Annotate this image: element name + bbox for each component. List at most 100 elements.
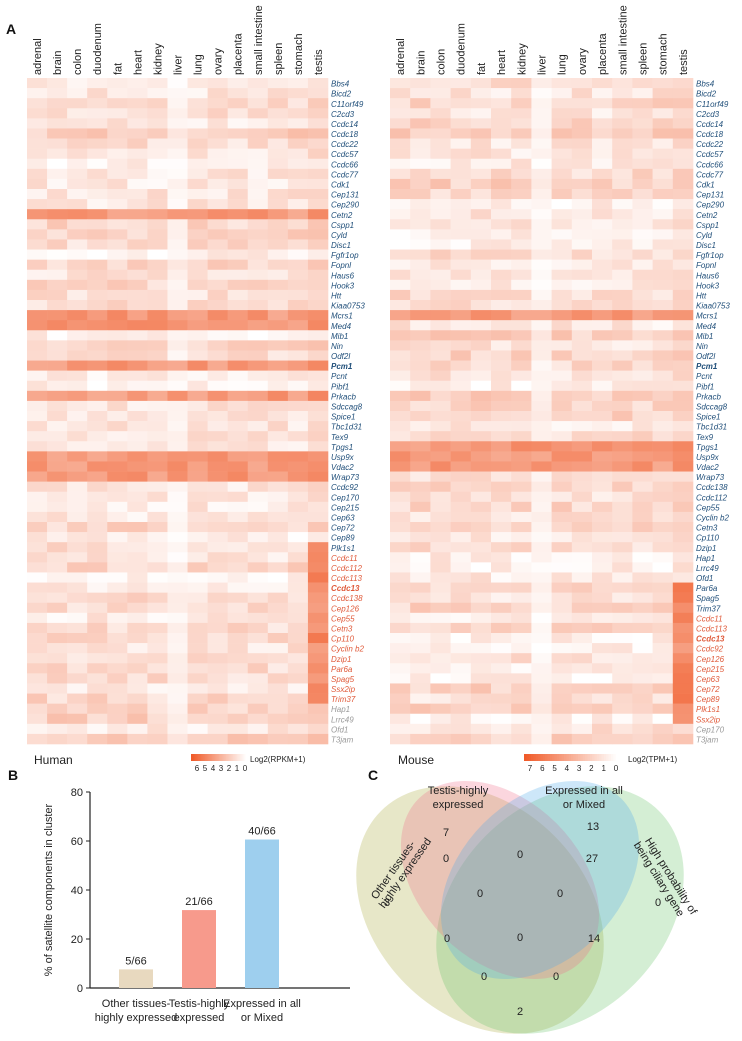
- human-heatmap-cell: [127, 633, 148, 644]
- mouse-heatmap-cell: [592, 138, 613, 149]
- mouse-heatmap-cell: [632, 88, 653, 99]
- mouse-heatmap-cell: [571, 320, 593, 331]
- mouse-heatmap-cell: [551, 370, 573, 382]
- human-heatmap-cell: [267, 199, 289, 210]
- mouse-heatmap-cell: [430, 229, 451, 240]
- mouse-heatmap-cell: [571, 653, 593, 664]
- human-heatmap-cell: [27, 421, 48, 432]
- human-heatmap-cell: [267, 320, 289, 331]
- human-heatmap-cell: [107, 633, 128, 644]
- human-heatmap-cell: [307, 663, 329, 674]
- mouse-heatmap-cell: [672, 511, 694, 523]
- human-legend-swatch: [238, 754, 241, 761]
- human-heatmap-cell: [187, 622, 208, 634]
- human-heatmap-cell: [207, 693, 228, 704]
- human-heatmap-cell: [247, 663, 269, 674]
- human-heatmap-cell: [47, 562, 68, 573]
- human-heatmap-cell: [27, 118, 48, 129]
- human-heatmap-cell: [47, 572, 68, 583]
- mouse-heatmap-cell: [430, 653, 451, 664]
- mouse-heatmap-cell: [612, 461, 633, 472]
- human-gene-label: Hap1: [331, 705, 350, 714]
- mouse-heatmap-cell: [450, 138, 472, 149]
- mouse-heatmap-cell: [592, 219, 613, 230]
- human-legend-swatch: [210, 754, 213, 761]
- human-heatmap-cell: [207, 431, 228, 442]
- mouse-gene-label: Tbc1d31: [696, 423, 727, 432]
- mouse-heatmap-cell: [410, 239, 431, 250]
- human-heatmap-cell: [287, 421, 309, 432]
- venn-count-all_four: 0: [517, 932, 523, 944]
- human-heatmap-cell: [107, 320, 128, 331]
- human-gene-label: Plk1s1: [331, 544, 355, 553]
- human-heatmap-cell: [227, 310, 249, 321]
- human-heatmap-cell: [267, 289, 289, 301]
- human-legend-swatch: [244, 754, 246, 761]
- mouse-heatmap-cell: [390, 683, 411, 694]
- human-heatmap-cell: [47, 370, 68, 382]
- mouse-heatmap-cell: [531, 421, 552, 432]
- human-heatmap-cell: [287, 269, 309, 281]
- human-heatmap-cell: [107, 209, 128, 220]
- mouse-heatmap-cell: [390, 310, 411, 321]
- mouse-heatmap-cell: [551, 592, 573, 604]
- human-legend-tick: 5: [203, 764, 208, 773]
- human-heatmap-cell: [187, 481, 208, 493]
- mouse-heatmap-cell: [652, 633, 674, 644]
- mouse-heatmap-cell: [430, 370, 451, 382]
- mouse-heatmap-cell: [430, 633, 451, 644]
- mouse-heatmap-cell: [672, 471, 694, 482]
- mouse-heatmap-cell: [551, 350, 573, 361]
- human-heatmap-cell: [107, 279, 128, 291]
- human-heatmap-cell: [47, 199, 68, 210]
- mouse-heatmap-cell: [551, 108, 573, 119]
- mouse-gene-label: Ccdc11: [696, 614, 723, 623]
- human-heatmap-cell: [247, 683, 269, 694]
- mouse-heatmap-cell: [450, 108, 472, 119]
- human-heatmap-cell: [127, 511, 148, 523]
- mouse-heatmap-cell: [410, 713, 431, 725]
- human-heatmap-cell: [307, 400, 329, 412]
- human-heatmap-cell: [147, 249, 168, 260]
- mouse-heatmap-cell: [652, 279, 674, 291]
- mouse-heatmap-cell: [390, 643, 411, 654]
- mouse-legend-swatch: [582, 754, 586, 761]
- human-heatmap-cell: [67, 572, 88, 583]
- mouse-heatmap-cell: [652, 269, 674, 281]
- human-heatmap-cell: [207, 471, 228, 482]
- mouse-heatmap-cell: [531, 643, 552, 654]
- human-heatmap-cell: [207, 219, 228, 230]
- mouse-heatmap-cell: [632, 310, 653, 321]
- mouse-heatmap-cell: [612, 602, 633, 614]
- human-gene-label: Cep72: [331, 524, 355, 533]
- human-heatmap-cell: [67, 158, 88, 170]
- mouse-heatmap-cell: [652, 370, 674, 382]
- mouse-heatmap-cell: [450, 400, 472, 412]
- human-heatmap-cell: [187, 441, 208, 452]
- mouse-heatmap-cell: [551, 663, 573, 674]
- human-heatmap-cell: [87, 340, 108, 351]
- mouse-heatmap-cell: [551, 683, 573, 694]
- mouse-heatmap-cell: [450, 421, 472, 432]
- human-heatmap-cell: [187, 158, 208, 170]
- mouse-heatmap-cell: [612, 471, 633, 482]
- human-heatmap-cell: [47, 653, 68, 664]
- human-heatmap-cell: [107, 703, 128, 715]
- human-heatmap-cell: [147, 239, 168, 250]
- human-heatmap-cell: [207, 441, 228, 452]
- mouse-heatmap-cell: [652, 592, 674, 604]
- mouse-heatmap-cell: [652, 229, 674, 240]
- mouse-heatmap-cell: [491, 78, 512, 89]
- mouse-heatmap-cell: [410, 421, 431, 432]
- human-heatmap-cell: [187, 330, 208, 341]
- human-heatmap-cell: [187, 380, 208, 392]
- mouse-heatmap-cell: [672, 522, 694, 533]
- mouse-heatmap-cell: [672, 330, 694, 341]
- mouse-heatmap-cell: [652, 421, 674, 432]
- mouse-heatmap-cell: [410, 138, 431, 149]
- human-heatmap-cell: [167, 431, 188, 442]
- human-legend-swatch: [242, 754, 245, 761]
- mouse-heatmap-cell: [632, 501, 653, 513]
- human-heatmap-cell: [147, 501, 168, 513]
- human-heatmap-cell: [47, 330, 68, 341]
